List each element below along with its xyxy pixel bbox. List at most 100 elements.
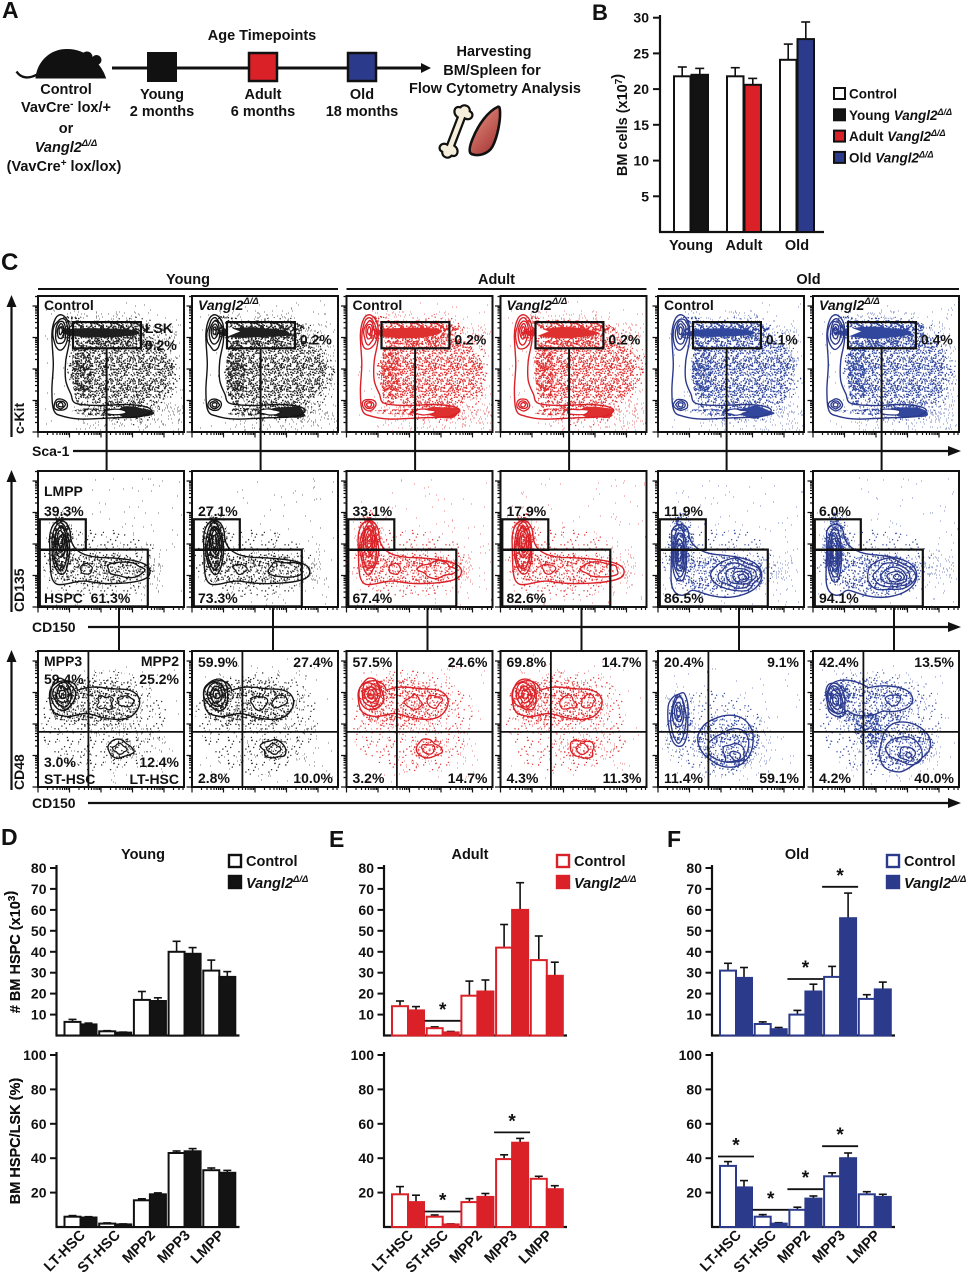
svg-text:Vangl2Δ/Δ: Vangl2Δ/Δ — [35, 138, 97, 156]
svg-text:CD48: CD48 — [11, 754, 27, 790]
svg-text:BM cells (x107): BM cells (x107) — [610, 74, 631, 176]
svg-text:24.6%: 24.6% — [448, 654, 488, 670]
svg-text:20: 20 — [358, 1185, 374, 1201]
svg-text:40: 40 — [686, 1150, 702, 1166]
svg-text:11.9%: 11.9% — [664, 503, 703, 519]
svg-text:100: 100 — [23, 1047, 47, 1063]
svg-text:80: 80 — [31, 1081, 47, 1097]
svg-text:11.4%: 11.4% — [664, 770, 703, 786]
svg-text:60: 60 — [358, 902, 374, 918]
svg-text:Vangl2Δ/Δ: Vangl2Δ/Δ — [904, 874, 966, 892]
svg-text:30: 30 — [31, 965, 47, 981]
svg-text:E: E — [329, 826, 344, 852]
svg-text:HSPC 61.3%: HSPC 61.3% — [44, 590, 131, 606]
svg-text:*: * — [836, 1125, 844, 1146]
svg-text:40: 40 — [31, 1150, 47, 1166]
svg-text:*: * — [767, 1189, 775, 1210]
svg-text:BM HSPC/LSK (%): BM HSPC/LSK (%) — [8, 1078, 24, 1205]
svg-text:3.2%: 3.2% — [353, 770, 385, 786]
svg-text:Adult: Adult — [725, 238, 762, 254]
svg-text:CD150: CD150 — [32, 619, 76, 635]
svg-text:4.3%: 4.3% — [507, 770, 539, 786]
svg-text:BM HSPC/LSK (%): BM HSPC/LSK (%) — [8, 1078, 24, 1205]
svg-text:33.1%: 33.1% — [353, 503, 393, 519]
svg-text:5: 5 — [641, 188, 649, 204]
svg-text:80: 80 — [686, 860, 702, 876]
svg-text:Vangl2Δ/Δ: Vangl2Δ/Δ — [574, 874, 636, 892]
svg-text:*: * — [732, 1135, 740, 1156]
svg-text:LT-HSC: LT-HSC — [129, 771, 179, 787]
svg-text:94.1%: 94.1% — [819, 590, 859, 606]
svg-text:*: * — [802, 1168, 810, 1189]
svg-text:# BM HSPC (x103): # BM HSPC (x103) — [3, 891, 24, 1014]
svg-text:Control: Control — [246, 854, 298, 870]
svg-text:82.6%: 82.6% — [507, 590, 547, 606]
svg-text:10: 10 — [358, 1007, 374, 1023]
svg-text:Control: Control — [574, 854, 626, 870]
svg-text:15: 15 — [633, 117, 649, 133]
svg-text:BM/Spleen for: BM/Spleen for — [443, 63, 541, 79]
svg-text:40.0%: 40.0% — [914, 770, 954, 786]
svg-text:100: 100 — [351, 1047, 375, 1063]
svg-text:*: * — [508, 1111, 516, 1132]
svg-text:70: 70 — [31, 881, 47, 897]
svg-text:60: 60 — [31, 902, 47, 918]
svg-text:69.8%: 69.8% — [507, 654, 547, 670]
svg-text:Old Vangl2Δ/Δ: Old Vangl2Δ/Δ — [849, 149, 934, 165]
svg-text:0.2%: 0.2% — [454, 332, 486, 348]
svg-text:LSK: LSK — [145, 320, 173, 336]
svg-text:20: 20 — [686, 1185, 702, 1201]
svg-text:10: 10 — [31, 1007, 47, 1023]
svg-text:0.2%: 0.2% — [145, 337, 177, 353]
svg-text:20: 20 — [358, 986, 374, 1002]
svg-text:50: 50 — [31, 923, 47, 939]
svg-text:60: 60 — [686, 902, 702, 918]
svg-text:Age Timepoints: Age Timepoints — [208, 28, 317, 44]
svg-text:20: 20 — [633, 81, 649, 97]
svg-text:30: 30 — [686, 965, 702, 981]
svg-text:80: 80 — [358, 1081, 374, 1097]
svg-text:13.5%: 13.5% — [914, 654, 954, 670]
svg-text:# BM HSPC (x103): # BM HSPC (x103) — [3, 891, 24, 1014]
svg-text:27.1%: 27.1% — [198, 503, 238, 519]
svg-text:73.3%: 73.3% — [198, 590, 238, 606]
svg-text:or: or — [59, 121, 74, 137]
svg-text:Young: Young — [140, 87, 184, 103]
svg-text:Young Vangl2Δ/Δ: Young Vangl2Δ/Δ — [849, 107, 952, 123]
svg-text:D: D — [1, 824, 18, 850]
svg-text:60: 60 — [358, 1116, 374, 1132]
svg-text:60: 60 — [31, 1116, 47, 1132]
svg-text:59.4%: 59.4% — [44, 671, 84, 687]
svg-text:F: F — [667, 826, 681, 852]
svg-text:70: 70 — [686, 881, 702, 897]
svg-text:Control: Control — [664, 297, 714, 313]
svg-text:60: 60 — [686, 1116, 702, 1132]
svg-text:59.9%: 59.9% — [198, 654, 238, 670]
svg-text:ST-HSC: ST-HSC — [44, 771, 95, 787]
svg-text:Vangl2Δ/Δ: Vangl2Δ/Δ — [246, 874, 308, 892]
svg-text:2 months: 2 months — [130, 104, 194, 120]
svg-text:9.1%: 9.1% — [767, 654, 799, 670]
svg-text:0.2%: 0.2% — [300, 332, 332, 348]
svg-text:25: 25 — [633, 45, 649, 61]
svg-text:12.4%: 12.4% — [139, 754, 179, 770]
svg-text:39.3%: 39.3% — [44, 503, 84, 519]
svg-text:VavCre- lox/+: VavCre- lox/+ — [21, 99, 111, 116]
svg-text:40: 40 — [31, 944, 47, 960]
svg-text:LMPP: LMPP — [44, 483, 83, 499]
svg-text:MPP2: MPP2 — [141, 653, 179, 669]
svg-text:10.0%: 10.0% — [293, 770, 333, 786]
svg-text:67.4%: 67.4% — [353, 590, 393, 606]
svg-text:30: 30 — [633, 10, 649, 26]
svg-text:20: 20 — [31, 986, 47, 1002]
svg-text:Control: Control — [353, 297, 403, 313]
svg-text:50: 50 — [686, 923, 702, 939]
svg-text:80: 80 — [358, 860, 374, 876]
svg-text:Old: Old — [350, 87, 374, 103]
svg-text:Adult: Adult — [478, 272, 515, 288]
svg-text:18 months: 18 months — [326, 104, 399, 120]
svg-text:MPP3: MPP3 — [44, 653, 82, 669]
svg-text:80: 80 — [31, 860, 47, 876]
svg-text:4.2%: 4.2% — [819, 770, 851, 786]
svg-text:40: 40 — [358, 944, 374, 960]
